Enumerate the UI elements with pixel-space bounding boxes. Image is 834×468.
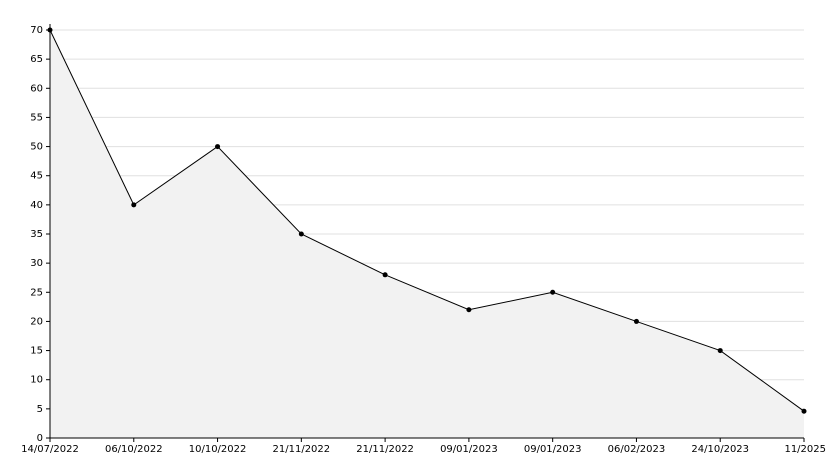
x-tick-label: 06/02/2023 <box>608 444 666 455</box>
x-tick-label: 11/2025 <box>784 444 826 455</box>
y-tick-label: 35 <box>30 229 43 240</box>
y-tick-label: 70 <box>30 25 43 36</box>
y-tick-label: 50 <box>30 142 43 153</box>
y-tick-label: 25 <box>30 287 43 298</box>
y-tick-label: 10 <box>30 375 43 386</box>
marker <box>131 202 137 208</box>
y-tick-label: 30 <box>30 258 43 269</box>
area <box>50 30 804 438</box>
x-tick-label: 09/01/2023 <box>524 444 582 455</box>
y-tick-label: 5 <box>37 404 43 415</box>
x-tick-label: 06/10/2022 <box>105 444 163 455</box>
x-tick-label: 14/07/2022 <box>21 444 79 455</box>
marker <box>298 231 304 237</box>
x-tick-label: 10/10/2022 <box>189 444 247 455</box>
y-tick-label: 60 <box>30 83 43 94</box>
y-tick-label: 20 <box>30 316 43 327</box>
marker <box>215 144 221 150</box>
marker <box>550 289 556 295</box>
marker <box>466 307 472 313</box>
marker <box>717 348 723 354</box>
x-tick-label: 09/01/2023 <box>440 444 498 455</box>
x-tick-label: 21/11/2022 <box>273 444 331 455</box>
y-tick-label: 0 <box>37 433 43 444</box>
x-tick-label: 24/10/2023 <box>691 444 749 455</box>
y-tick-label: 15 <box>30 346 43 357</box>
y-tick-label: 40 <box>30 200 43 211</box>
y-tick-label: 55 <box>30 112 43 123</box>
x-tick-label: 21/11/2022 <box>356 444 414 455</box>
marker <box>633 318 639 324</box>
marker <box>801 408 807 414</box>
y-tick-label: 65 <box>30 54 43 65</box>
marker <box>382 272 388 278</box>
y-tick-label: 45 <box>30 171 43 182</box>
line <box>49 29 805 412</box>
